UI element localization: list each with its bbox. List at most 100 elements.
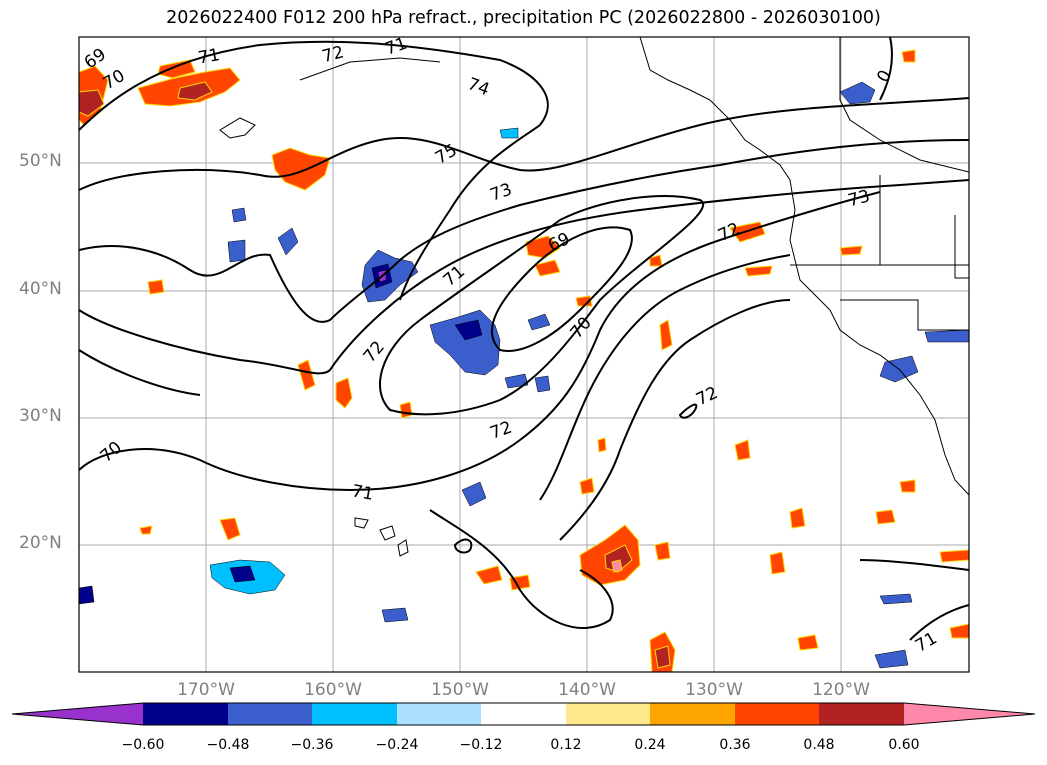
precip-patch xyxy=(509,574,531,591)
hawaii-island xyxy=(397,539,409,557)
precip-patch xyxy=(604,544,633,573)
precip-positive-patches xyxy=(79,49,969,672)
colorbar-tick-label: 0.24 xyxy=(634,737,666,753)
precip-patch xyxy=(534,375,551,393)
precip-patch xyxy=(879,593,913,605)
precip-patch xyxy=(297,359,316,391)
precip-patch xyxy=(399,401,413,419)
lon-label-160w: 160°W xyxy=(304,680,362,700)
lon-label-120w: 120°W xyxy=(812,680,870,700)
hawaii-island xyxy=(354,517,369,529)
coastlines xyxy=(219,37,969,557)
precip-patch xyxy=(429,309,501,376)
precip-patch xyxy=(499,127,519,139)
precip-patch xyxy=(381,607,409,623)
precip-patch xyxy=(597,437,607,453)
colorbar-segment xyxy=(735,703,819,725)
contour-line xyxy=(79,179,969,375)
colorbar-segment xyxy=(397,703,481,725)
contour-line xyxy=(909,604,969,641)
contour-line xyxy=(79,97,969,191)
colorbar-segment xyxy=(312,703,397,725)
contour-line xyxy=(859,559,969,571)
chart-title: 2026022400 F012 200 hPa refract., precip… xyxy=(166,8,881,28)
precip-patch xyxy=(769,551,786,575)
precip-patch xyxy=(839,245,863,256)
state-border xyxy=(954,215,969,279)
contour-line xyxy=(539,254,791,501)
precip-patch xyxy=(177,81,213,101)
precip-patch xyxy=(79,89,105,117)
colorbar-tick-label: −0.24 xyxy=(375,737,419,753)
precip-patch xyxy=(527,313,551,331)
colorbar-tick-label: −0.60 xyxy=(121,737,165,753)
lat-label-30n: 30°N xyxy=(19,406,62,426)
precip-patch xyxy=(744,265,773,277)
lon-label-130w: 130°W xyxy=(685,680,743,700)
precip-patch xyxy=(147,279,165,295)
contour-line xyxy=(559,299,791,541)
precip-patch xyxy=(797,634,819,651)
colorbar-tick-label: 0.60 xyxy=(888,737,920,753)
colorbar-segment xyxy=(143,703,228,725)
precip-patch xyxy=(579,477,595,495)
precip-patch xyxy=(875,509,896,525)
island-outline xyxy=(219,117,256,139)
precip-patch xyxy=(839,81,876,105)
precip-patch xyxy=(475,565,503,585)
lat-label-50n: 50°N xyxy=(19,151,62,171)
precip-patch xyxy=(534,259,561,277)
precip-patch xyxy=(271,147,331,191)
colorbar-segment xyxy=(819,703,904,725)
lon-label-150w: 150°W xyxy=(431,680,489,700)
colorbar-extend-min xyxy=(12,703,143,725)
precip-patch xyxy=(461,481,487,507)
precip-patch xyxy=(229,565,256,583)
precip-patch xyxy=(139,525,153,535)
precip-patch xyxy=(734,439,751,461)
colorbar xyxy=(11,702,1036,726)
colorbar-tick-label: −0.36 xyxy=(290,737,334,753)
precip-patch xyxy=(939,549,969,563)
precip-patch xyxy=(277,227,299,256)
colorbar-tick-label: 0.36 xyxy=(719,737,751,753)
precip-patch xyxy=(901,49,916,63)
contour-line xyxy=(79,191,881,492)
lat-label-20n: 20°N xyxy=(19,533,62,553)
colorbar-segment xyxy=(228,703,312,725)
colorbar-tick-label: 0.48 xyxy=(803,737,835,753)
precip-patch xyxy=(924,329,969,343)
north-america-coastline xyxy=(639,37,969,496)
precip-patch xyxy=(654,541,671,561)
contour-line xyxy=(879,37,893,101)
map-frame xyxy=(78,36,970,673)
contour-line xyxy=(678,403,698,419)
colorbar-segment xyxy=(650,703,735,725)
precip-patch xyxy=(335,377,353,409)
contour-label: 71 xyxy=(197,45,222,68)
precip-patch xyxy=(504,373,529,389)
precip-patch xyxy=(219,517,241,541)
contour-line xyxy=(79,349,201,396)
precip-patch xyxy=(227,239,246,263)
lon-label-140w: 140°W xyxy=(558,680,616,700)
contour-label: 71 xyxy=(350,481,375,504)
lon-label-170w: 170°W xyxy=(177,680,235,700)
contour-label: 71 xyxy=(383,34,410,60)
colorbar-tick-label: −0.12 xyxy=(459,737,503,753)
precip-patch xyxy=(874,649,909,669)
precip-patch xyxy=(575,295,593,307)
precip-patch xyxy=(157,59,196,79)
contour-line xyxy=(79,139,969,323)
contour-line xyxy=(379,195,704,416)
colorbar-outline xyxy=(11,702,1036,726)
contour-line xyxy=(453,538,473,554)
precip-patch xyxy=(454,319,483,341)
canada-border xyxy=(839,37,969,173)
colorbar-segment xyxy=(481,703,566,725)
hawaii-island xyxy=(379,525,396,541)
precip-patch xyxy=(79,585,95,605)
alaska-coast xyxy=(299,57,441,81)
precip-patch xyxy=(789,507,806,529)
